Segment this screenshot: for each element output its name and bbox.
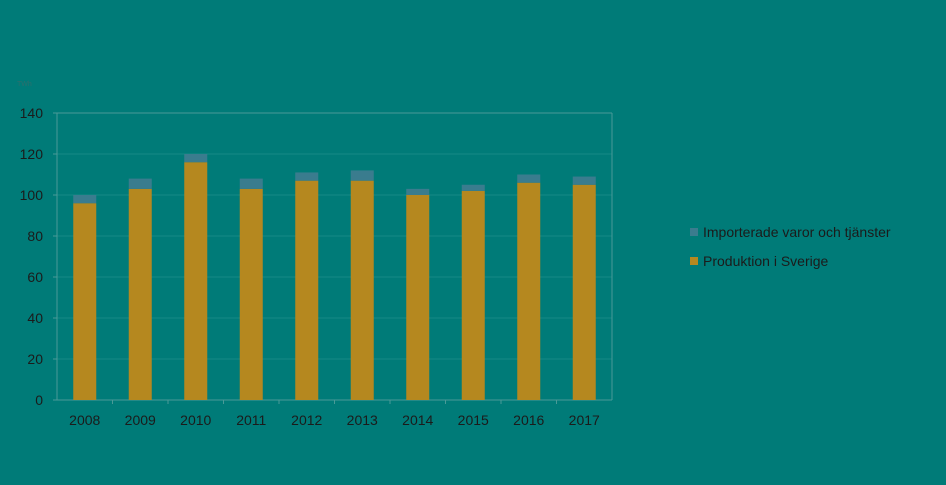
x-tick-label: 2017 <box>569 412 600 428</box>
x-tick-label: 2015 <box>458 412 489 428</box>
legend-item-produktion-swatch <box>690 257 698 265</box>
legend-item-import-label: Importerade varor och tjänster <box>703 224 891 240</box>
bar-import-2014 <box>406 188 430 195</box>
x-tick-labels: 2008 2009 2010 2011 2012 2013 2014 2015 2016 2017 <box>69 412 600 428</box>
bar-import-2011 <box>239 178 263 189</box>
bar-produktion-2012 <box>295 180 319 400</box>
x-tick-label: 2009 <box>125 412 156 428</box>
y-tick-label: 40 <box>27 310 43 326</box>
x-tick-label: 2016 <box>513 412 544 428</box>
y-tick-label: 120 <box>20 146 44 162</box>
bar-produktion-2009 <box>128 188 152 400</box>
y-tick-label: 60 <box>27 269 43 285</box>
bar-import-2010 <box>184 154 208 163</box>
y-tick-label: 140 <box>20 105 44 121</box>
bar-import-2016 <box>517 174 541 183</box>
bar-produktion-2015 <box>461 190 485 400</box>
bar-produktion-2017 <box>572 184 596 400</box>
bar-produktion-2011 <box>239 188 263 400</box>
bar-produktion-2013 <box>350 180 374 400</box>
x-tick-label: 2012 <box>291 412 322 428</box>
bar-import-2008 <box>73 195 97 204</box>
bar-import-2012 <box>295 172 319 181</box>
y-unit-label: TWh <box>17 81 32 88</box>
legend-item-produktion-label: Produktion i Sverige <box>703 253 829 269</box>
x-tick-label: 2014 <box>402 412 433 428</box>
x-tick-label: 2011 <box>236 412 266 428</box>
y-tick-label: 0 <box>35 392 43 408</box>
bar-produktion-2010 <box>184 162 208 400</box>
legend: Importerade varor och tjänster Produktion… <box>690 224 891 269</box>
x-tick-label: 2008 <box>69 412 100 428</box>
x-tick-label: 2013 <box>347 412 378 428</box>
y-tick-labels: 0 20 40 60 80 100 120 140 <box>20 105 44 408</box>
bar-import-2015 <box>461 184 485 191</box>
bar-produktion-2014 <box>406 195 430 400</box>
y-tick-label: 20 <box>27 351 43 367</box>
bar-import-2009 <box>128 178 152 189</box>
y-tick-label: 100 <box>20 187 44 203</box>
bars <box>73 154 596 400</box>
bar-produktion-2008 <box>73 203 97 400</box>
bar-import-2017 <box>572 176 596 185</box>
bar-import-2013 <box>350 170 374 181</box>
x-tick-label: 2010 <box>180 412 211 428</box>
y-tick-label: 80 <box>27 228 43 244</box>
legend-item-import-swatch <box>690 228 698 236</box>
bar-produktion-2016 <box>517 182 541 400</box>
